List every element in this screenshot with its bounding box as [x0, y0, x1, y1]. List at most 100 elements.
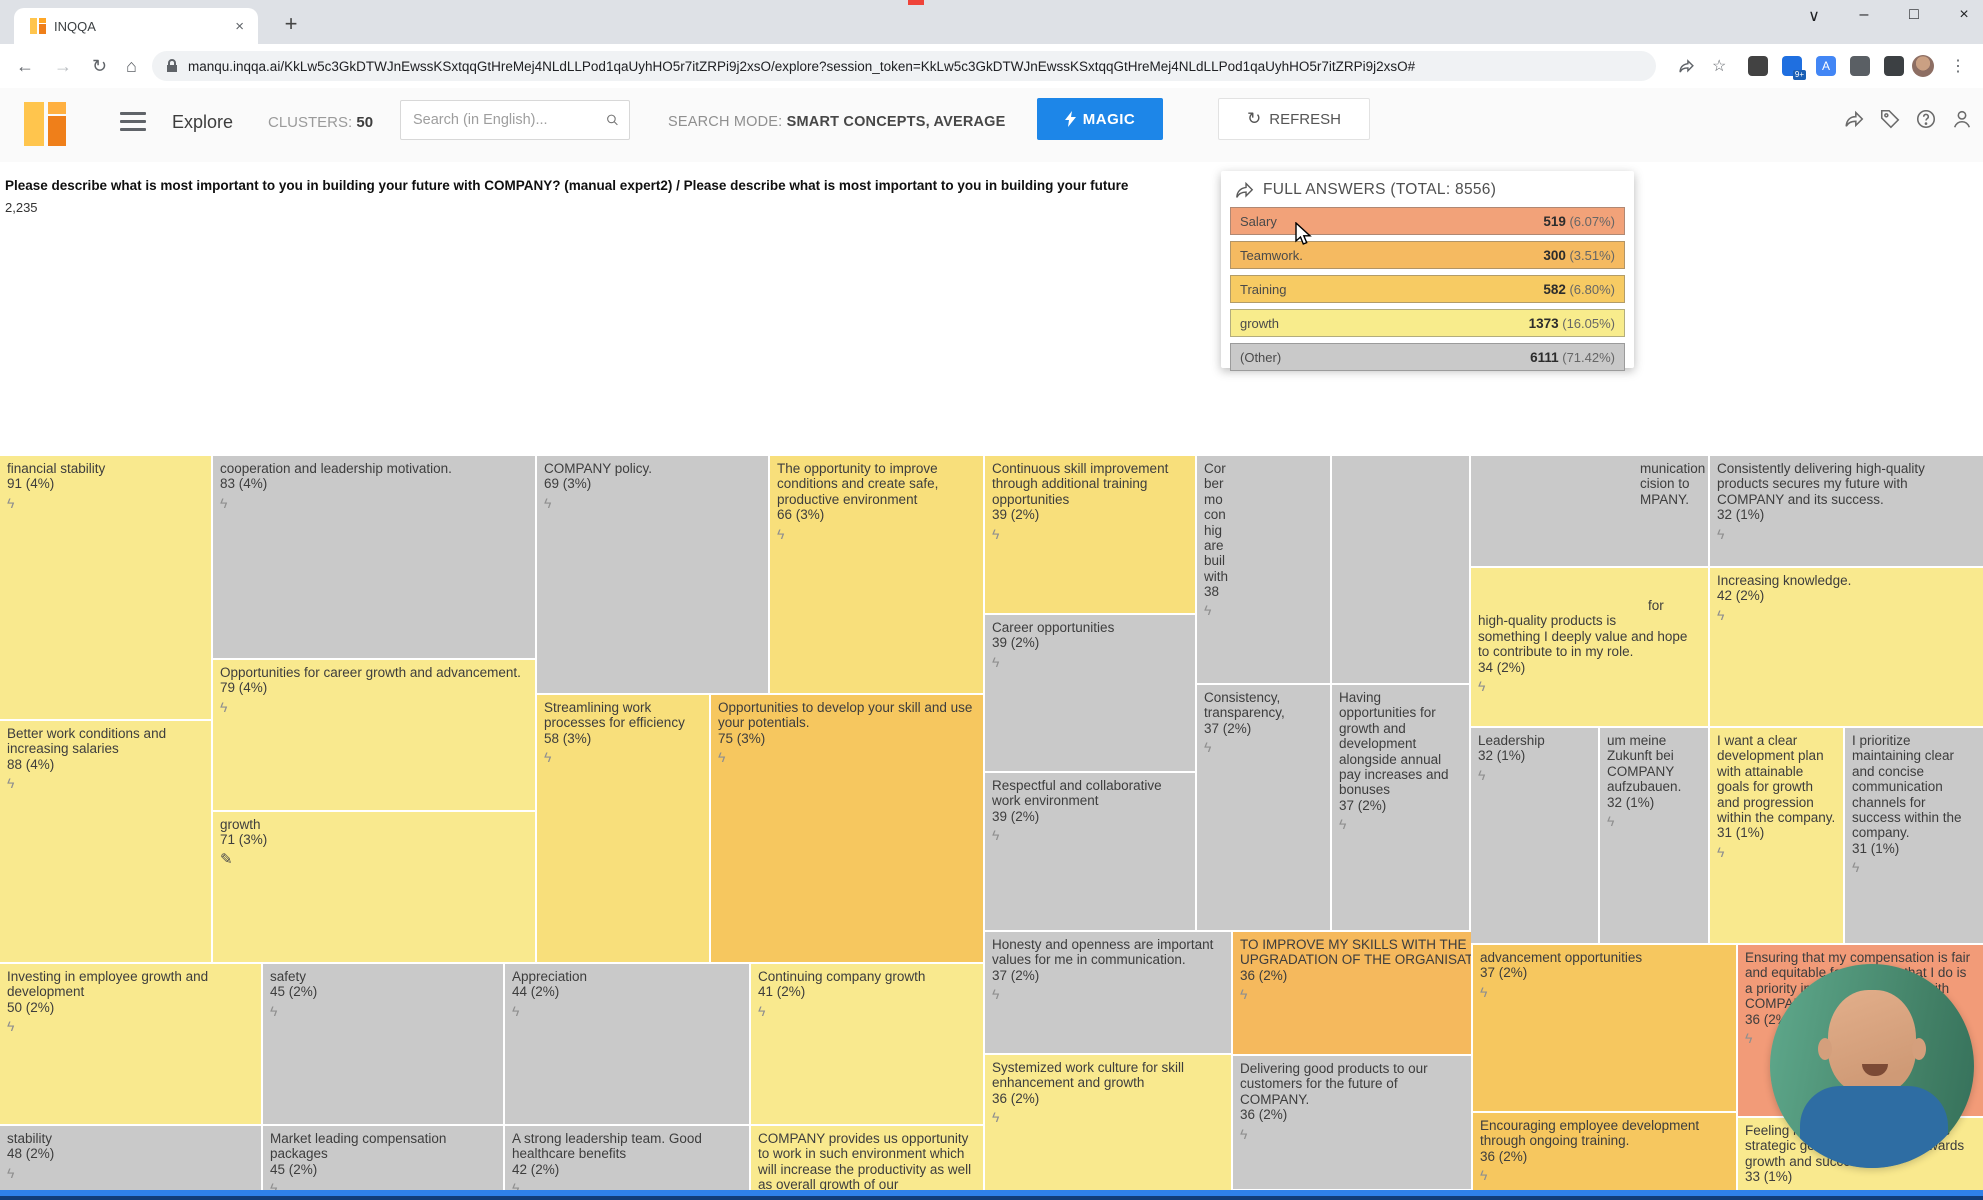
home-icon[interactable]: ⌂: [126, 55, 137, 76]
cell-count: 39 (2%): [992, 635, 1040, 651]
popup-row-training[interactable]: Training 582 (6.80%): [1230, 275, 1625, 303]
reload-icon[interactable]: ↻: [92, 55, 108, 76]
bookmark-star-icon[interactable]: ☆: [1712, 58, 1727, 75]
cell-label: Having opportunities for growth and deve…: [1339, 690, 1449, 798]
extension-square-icon[interactable]: [1884, 56, 1904, 76]
extension-icon[interactable]: [1748, 56, 1768, 76]
bolt-icon: ϟ: [1204, 602, 1212, 619]
new-tab-button[interactable]: +: [284, 11, 298, 36]
cell-count: 44 (2%): [512, 984, 560, 1000]
treemap-cell-financial-stability[interactable]: financial stability 91 (4%) ϟ: [0, 456, 211, 719]
tab-close-icon[interactable]: ×: [235, 17, 244, 35]
cell-count: 42 (2%): [512, 1161, 560, 1177]
translate-icon[interactable]: A: [1816, 56, 1836, 76]
treemap-cell-encouraging-development[interactable]: Encouraging employee development through…: [1473, 1113, 1736, 1200]
treemap-cell-respectful-collaborative[interactable]: Respectful and collaborative work enviro…: [985, 773, 1195, 930]
treemap-cell-high-quality-products[interactable]: for high-quality products is something I d…: [1471, 568, 1708, 726]
window-minimize-button[interactable]: –: [1859, 6, 1869, 23]
treemap-cell-opportunity-improve-conditions[interactable]: The opportunity to improve conditions an…: [770, 456, 983, 693]
treemap-cell-stability[interactable]: stability 48 (2%) ϟ: [0, 1126, 261, 1200]
treemap-cell-advancement-opportunities[interactable]: advancement opportunities 37 (2%) ϟ: [1473, 945, 1736, 1111]
extension-badge-icon[interactable]: 9+: [1782, 56, 1806, 80]
help-icon[interactable]: [1915, 108, 1937, 130]
window-maximize-button[interactable]: □: [1909, 6, 1919, 23]
inqqa-logo[interactable]: [24, 102, 68, 146]
bolt-icon: ϟ: [992, 827, 1000, 844]
treemap-cell-company-policy[interactable]: COMPANY policy. 69 (3%) ϟ: [537, 456, 768, 693]
magic-button[interactable]: MAGIC: [1037, 98, 1163, 140]
bolt-icon: ϟ: [718, 749, 726, 766]
treemap-cell-covered-cell[interactable]: [1332, 456, 1469, 683]
treemap-cell-better-work-conditions[interactable]: Better work conditions and increasing sa…: [0, 721, 211, 962]
share-forward-icon[interactable]: [1843, 108, 1865, 130]
treemap-cell-um-meine-zukunft[interactable]: um meine Zukunft bei COMPANY aufzubauen.…: [1600, 728, 1708, 943]
treemap-cell-cooperation-leadership[interactable]: cooperation and leadership motivation. 83…: [213, 456, 535, 658]
window-close-button[interactable]: ×: [1959, 6, 1969, 23]
treemap-cell-communication-clipped[interactable]: munication cision to MPANY.: [1471, 456, 1708, 566]
search-icon[interactable]: [606, 111, 619, 129]
browser-tab[interactable]: INQQA ×: [14, 8, 258, 44]
treemap-cell-continuous-skill-improvement[interactable]: Continuous skill improvement through add…: [985, 456, 1195, 613]
extension-pin-icon[interactable]: [1850, 56, 1870, 76]
cell-label: Delivering good products to our customer…: [1240, 1061, 1428, 1107]
cell-count: 39 (2%): [992, 507, 1040, 523]
treemap-cell-career-opportunities[interactable]: Career opportunities 39 (2%) ϟ: [985, 615, 1195, 771]
address-bar[interactable]: manqu.inqqa.ai/KkLw5c3GkDTWJnEwssKSxtqqG…: [152, 51, 1656, 81]
treemap-cell-having-opportunities[interactable]: Having opportunities for growth and deve…: [1332, 685, 1469, 930]
bolt-icon: ϟ: [220, 698, 228, 715]
tag-icon[interactable]: [1879, 108, 1901, 130]
kebab-menu-icon[interactable]: ⋮: [1950, 58, 1966, 75]
share-icon[interactable]: [1678, 44, 1695, 88]
search-input[interactable]: [401, 112, 606, 128]
treemap-cell-continuing-company-growth[interactable]: Continuing company growth 41 (2%) ϟ: [751, 964, 983, 1124]
treemap-cell-honesty-openness[interactable]: Honesty and openness are important value…: [985, 932, 1231, 1053]
forward-icon[interactable]: →: [54, 55, 72, 76]
back-icon[interactable]: ←: [16, 55, 34, 76]
treemap-cell-market-leading-compensation[interactable]: Market leading compensation packages 45 (…: [263, 1126, 503, 1200]
cell-label: Career opportunities: [992, 620, 1115, 635]
treemap-cell-i-prioritize-communication[interactable]: I prioritize maintaining clear and conci…: [1845, 728, 1983, 943]
popup-row-other[interactable]: (Other) 6111 (71.42%): [1230, 343, 1625, 371]
popup-row-growth[interactable]: growth 1373 (16.05%): [1230, 309, 1625, 337]
search-mode-control[interactable]: SEARCH MODE: SMART CONCEPTS, AVERAGE: [668, 114, 1006, 130]
window-chevron-icon[interactable]: ∨: [1808, 8, 1820, 25]
treemap-cell-consistently-delivering[interactable]: Consistently delivering high-quality pro…: [1710, 456, 1983, 566]
menu-hamburger-icon[interactable]: [120, 112, 146, 136]
bolt-icon: ϟ: [270, 1002, 278, 1019]
treemap-cell-leadership[interactable]: Leadership 32 (1%) ϟ: [1471, 728, 1598, 943]
treemap-cell-appreciation[interactable]: Appreciation 44 (2%) ϟ: [505, 964, 749, 1124]
treemap-cell-company-provides[interactable]: COMPANY provides us opportunity to work …: [751, 1126, 983, 1200]
treemap-cell-growth[interactable]: growth 71 (3%) ✎: [213, 812, 535, 962]
treemap-cell-delivering-good-products[interactable]: Delivering good products to our customer…: [1233, 1056, 1471, 1189]
popup-row-teamwork[interactable]: Teamwork. 300 (3.51%): [1230, 241, 1625, 269]
cell-count: 37 (2%): [1339, 797, 1387, 813]
explore-label[interactable]: Explore: [172, 112, 234, 132]
user-icon[interactable]: [1951, 108, 1973, 130]
bolt-icon: ϟ: [1339, 816, 1347, 832]
cell-label: financial stability: [7, 461, 106, 476]
treemap-cell-clipped-left-cell[interactable]: Cor ber mo con hig are buil with 38 ϟ: [1197, 456, 1330, 683]
profile-avatar[interactable]: [1912, 55, 1934, 77]
popup-row-salary[interactable]: Salary 519 (6.07%): [1230, 207, 1625, 235]
refresh-button[interactable]: ↻ REFRESH: [1218, 98, 1370, 140]
treemap-cell-increasing-knowledge[interactable]: Increasing knowledge. 42 (2%) ϟ: [1710, 568, 1983, 726]
treemap-cell-systemized-work-culture[interactable]: Systemized work culture for skill enhanc…: [985, 1055, 1231, 1190]
cell-label: Encouraging employee development through…: [1480, 1118, 1700, 1149]
cell-count: 37 (2%): [992, 967, 1040, 983]
cell-count: 79 (4%): [220, 680, 268, 696]
cell-label: Better work conditions and increasing sa…: [7, 726, 167, 757]
treemap-cell-investing-employee-growth[interactable]: Investing in employee growth and develop…: [0, 964, 261, 1124]
treemap-cell-to-improve-skills[interactable]: TO IMPROVE MY SKILLS WITH THE UPGRADATION…: [1233, 932, 1471, 1054]
treemap-cell-strong-leadership-team[interactable]: A strong leadership team. Good healthcar…: [505, 1126, 749, 1200]
clusters-control[interactable]: CLUSTERS: 50: [268, 114, 373, 131]
treemap-cell-opp-career-growth[interactable]: Opportunities for career growth and adva…: [213, 660, 535, 810]
treemap-cell-opp-develop-skill[interactable]: Opportunities to develop your skill and …: [711, 695, 983, 962]
treemap-cell-i-want-clear-plan[interactable]: I want a clear development plan with att…: [1710, 728, 1843, 943]
search-mode-value: SMART CONCEPTS, AVERAGE: [786, 114, 1006, 130]
popup-row-value: 1373 (16.05%): [1528, 315, 1615, 331]
cell-count: 88 (4%): [7, 756, 55, 772]
treemap-cell-streamlining-work[interactable]: Streamlining work processes for efficien…: [537, 695, 709, 962]
treemap-cell-safety[interactable]: safety 45 (2%) ϟ: [263, 964, 503, 1124]
treemap-cell-consistency-transparency[interactable]: Consistency, transparency, 37 (2%) ϟ: [1197, 685, 1330, 930]
presenter-ear: [1912, 1038, 1926, 1060]
